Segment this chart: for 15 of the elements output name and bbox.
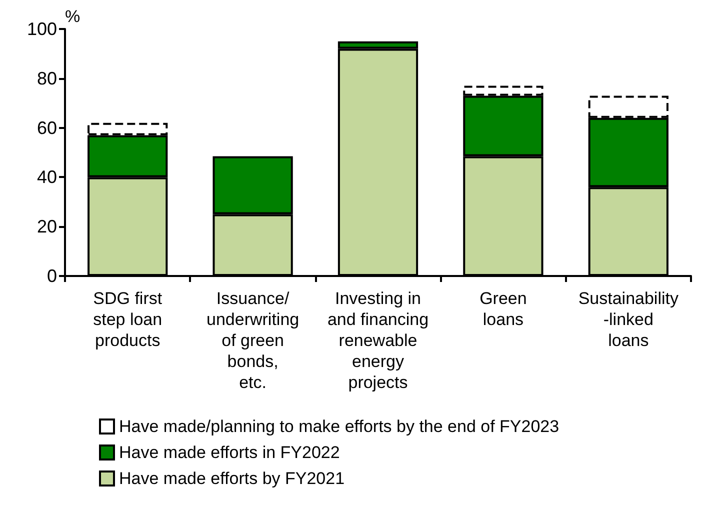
x-tick-label: Green loans bbox=[480, 289, 527, 329]
y-tick-label: 0 bbox=[46, 266, 57, 286]
y-tick-label: 80 bbox=[36, 68, 57, 88]
y-axis-title: % bbox=[65, 7, 80, 26]
legend-label: Have made efforts in FY2022 bbox=[119, 443, 340, 462]
legend-label: Have made/planning to make efforts by the end of FY2023 bbox=[119, 417, 560, 436]
x-tick-label: Investing in and financing renewable energy projects bbox=[327, 289, 429, 392]
x-tick-label: Issuance/ underwriting of green bonds, etc. bbox=[206, 289, 300, 392]
legend-label: Have made efforts by FY2021 bbox=[119, 469, 345, 488]
y-tick-label: 40 bbox=[36, 167, 57, 188]
x-tick-label: SDG first step loan products bbox=[93, 289, 162, 350]
y-tick-label: 100 bbox=[26, 19, 57, 39]
x-tick-label: Sustainability -linked loans bbox=[578, 289, 679, 350]
y-tick-label: 60 bbox=[36, 118, 57, 138]
y-tick-label: 20 bbox=[36, 216, 57, 237]
